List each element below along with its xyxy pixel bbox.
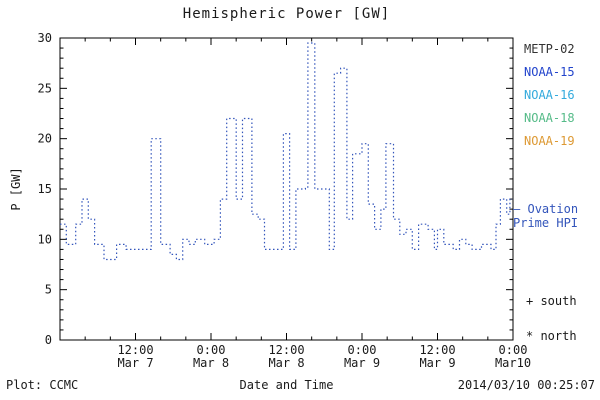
plot-title: Hemispheric Power [GW] [182,6,391,22]
legend-item-noaa-15: NOAA-15 [524,65,575,79]
south-marker-legend: + south [526,294,577,308]
legend-item-noaa-18: NOAA-18 [524,111,575,125]
svg-text:12:00: 12:00 [419,343,455,357]
svg-text:0:00: 0:00 [499,343,528,357]
svg-text:Mar 8: Mar 8 [193,356,229,370]
satellite-legend: METP-02 NOAA-15 NOAA-16 NOAA-18 NOAA-19 [524,42,575,157]
svg-text:25: 25 [38,81,52,95]
svg-text:Mar 9: Mar 9 [344,356,380,370]
svg-text:0:00: 0:00 [348,343,377,357]
x-axis-label: Date and Time [239,378,334,392]
svg-text:0:00: 0:00 [197,343,226,357]
north-marker-legend: * north [526,329,577,343]
svg-text:Mar 8: Mar 8 [268,356,304,370]
legend-item-metp-02: METP-02 [524,42,575,56]
svg-text:12:00: 12:00 [117,343,153,357]
plot-source: Plot: CCMC [6,378,79,392]
timestamp: 2014/03/10 00:25:07 [457,378,595,392]
svg-text:10: 10 [38,232,52,246]
legend-item-noaa-19: NOAA-19 [524,134,575,148]
svg-text:15: 15 [38,182,52,196]
svg-text:12:00: 12:00 [268,343,304,357]
ovation-label: — Ovation Prime HPI [513,202,578,230]
ovation-text-line1: Ovation [527,202,579,216]
svg-text:Mar 9: Mar 9 [419,356,455,370]
svg-text:Mar10: Mar10 [495,356,531,370]
svg-text:30: 30 [38,31,52,45]
legend-item-noaa-16: NOAA-16 [524,88,575,102]
svg-text:20: 20 [38,132,52,146]
ovation-line-sample: — [513,202,521,216]
ovation-text-line2: Prime HPI [513,216,579,230]
svg-text:0: 0 [45,333,52,347]
svg-text:Mar 7: Mar 7 [117,356,153,370]
svg-text:5: 5 [45,283,52,297]
